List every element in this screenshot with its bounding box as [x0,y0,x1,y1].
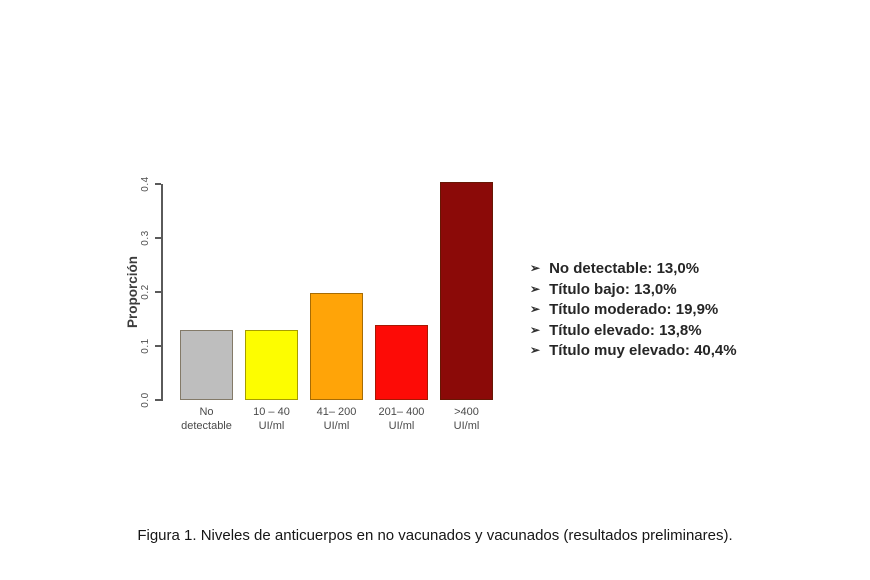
legend-item-text: Título muy elevado: 40,4% [549,342,737,359]
arrow-bullet-icon: ➢ [530,261,541,275]
y-tick-mark [155,291,161,293]
y-axis-line [161,184,163,401]
x-cat-label-4: >400 UI/ml [425,406,509,433]
y-tick-mark [155,345,161,347]
legend-item: ➢ Título elevado: 13,8% [530,322,737,343]
x-cat-label-line: No [199,406,214,418]
legend-item: ➢ No detectable: 13,0% [530,260,737,281]
y-tick-label: 0.0 [140,392,151,408]
x-cat-label-line: UI/ml [258,419,285,432]
arrow-bullet-icon: ➢ [530,322,541,337]
bar-4 [440,182,493,400]
bar-1 [245,330,298,400]
figure-caption: Figura 1. Niveles de anticuerpos en no v… [137,527,733,544]
y-tick-label: 0.3 [140,230,151,246]
legend-item-text: Título bajo: 13,0% [549,280,677,298]
x-cat-label-line: 201– 400 [378,406,425,418]
y-tick-label: 0.1 [140,338,151,354]
legend-list: ➢ No detectable: 13,0% ➢ Título bajo: 13,0%… [530,260,737,363]
x-cat-label-3: 201– 400 UI/ml [360,406,444,433]
x-cat-label-line: detectable [181,419,232,432]
legend-item-text: No detectable: 13,0% [549,260,700,277]
x-cat-label-1: 10 – 40 UI/ml [230,406,314,433]
arrow-bullet-icon: ➢ [530,302,541,316]
x-cat-label-2: 41– 200 UI/ml [295,406,379,433]
arrow-bullet-icon: ➢ [530,343,541,357]
legend-item-text: Título moderado: 19,9% [549,301,719,318]
legend-item: ➢ Título muy elevado: 40,4% [530,342,737,363]
x-cat-label-line: UI/ml [388,419,415,432]
y-tick-label: 0.2 [140,284,151,300]
bar-3 [375,325,428,400]
legend-item: ➢ Título bajo: 13,0% [530,281,737,302]
y-tick-mark [155,237,161,239]
y-tick-mark [155,183,161,185]
x-cat-label-0: No detectable [165,406,249,433]
arrow-bullet-icon: ➢ [530,281,541,296]
y-axis-title: Proporción [125,256,140,329]
bar-2 [310,293,363,400]
y-tick-label: 0.4 [140,176,151,192]
x-cat-label-line: UI/ml [323,419,350,432]
x-cat-label-line: >400 [454,406,479,418]
legend-item-text: Título elevado: 13,8% [549,321,702,339]
x-cat-label-line: UI/ml [453,419,480,432]
y-tick-mark [155,399,161,401]
x-cat-label-line: 10 – 40 [253,406,290,418]
x-cat-label-line: 41– 200 [316,406,357,418]
bar-0 [180,330,233,400]
legend-item: ➢ Título moderado: 19,9% [530,301,737,322]
